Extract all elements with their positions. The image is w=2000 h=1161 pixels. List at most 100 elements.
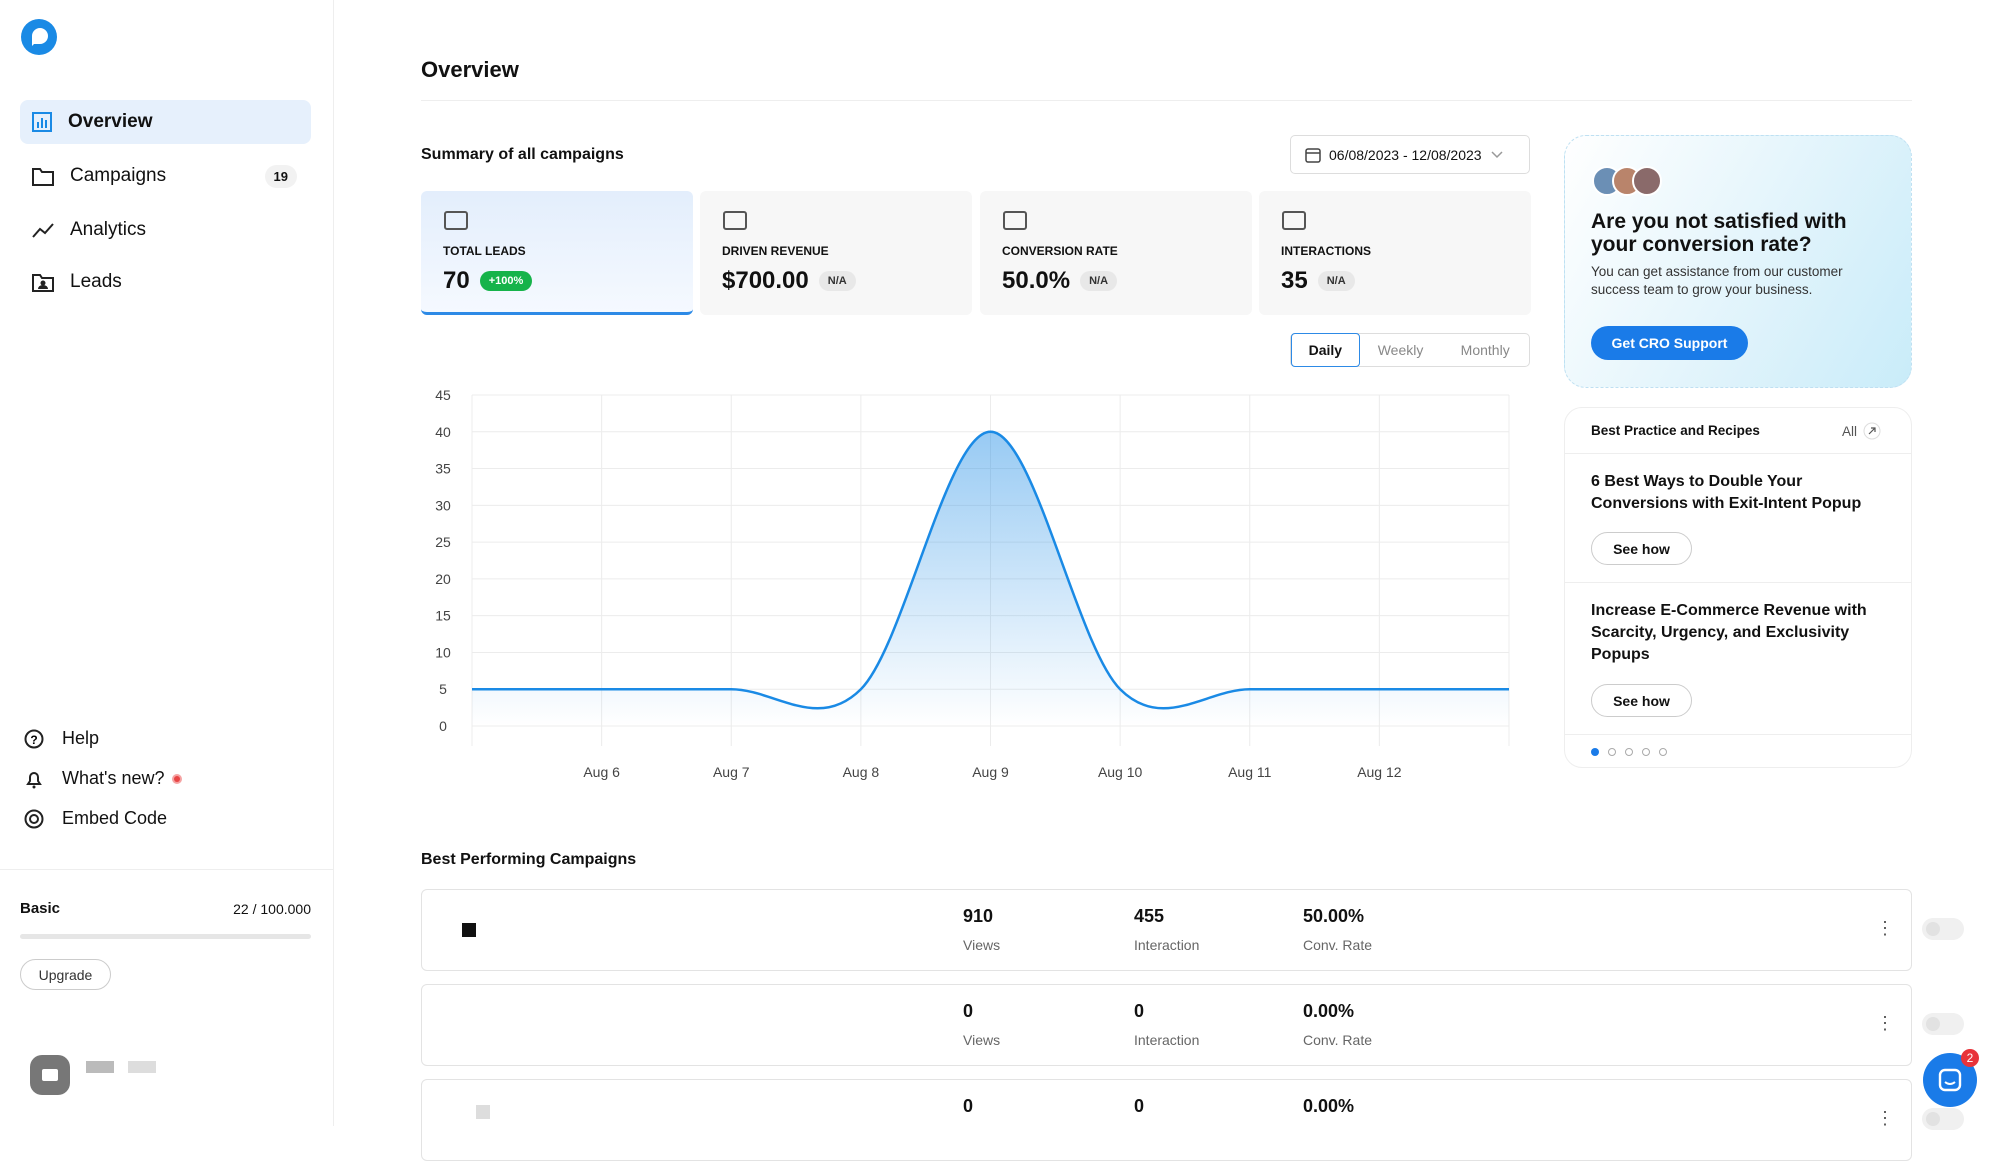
stat-value: 35 — [1281, 267, 1308, 294]
y-tick-label: 45 — [435, 387, 451, 403]
see-how-button[interactable]: See how — [1591, 532, 1692, 565]
tab[interactable]: Weekly — [1377, 342, 1424, 358]
x-tick-label: Aug 8 — [843, 764, 880, 780]
stat-value-box: 70 +100% — [443, 267, 533, 295]
x-tick-label: Aug 6 — [583, 764, 620, 780]
status-toggle[interactable] — [1922, 1108, 1964, 1130]
status-toggle[interactable] — [1922, 1013, 1964, 1035]
metric-value: 0.00% — [1303, 1096, 1355, 1116]
stat-change: N/A — [1080, 271, 1118, 291]
whats-new-link[interactable]: What's new? — [24, 768, 202, 789]
date-range: 06/08/2023 - 12/08/2023 — [1329, 146, 1482, 163]
stat-card: INTERACTIONS 35 N/A — [1259, 191, 1531, 315]
row-menu: ⋮ — [1876, 918, 1894, 938]
stat-change: +100% — [479, 271, 533, 291]
x-tick-label: Aug 7 — [713, 764, 750, 780]
metric-label: Conv. Rate — [1303, 1032, 1372, 1048]
all-label: All — [1841, 423, 1857, 439]
stat-label: CONVERSION RATE — [1002, 244, 1118, 258]
campaign-row: 0 0 0.00% ⋮ — [421, 1079, 1964, 1161]
stat-label: DRIVEN REVENUE — [722, 244, 829, 258]
metric-label: Conv. Rate — [1303, 937, 1372, 953]
metric-value: 455 — [1134, 906, 1165, 926]
page-title: Overview — [421, 57, 519, 82]
stat-card: TOTAL LEADS 70 +100% — [421, 191, 693, 315]
y-tick-label: 5 — [439, 681, 447, 697]
promo-button[interactable]: Get CRO Support — [1591, 326, 1748, 360]
metric-label: Views — [963, 1032, 1001, 1048]
stat-icon — [1003, 211, 1027, 230]
stat-card: CONVERSION RATE 50.0% N/A — [980, 191, 1252, 315]
y-tick-label: 0 — [439, 718, 447, 734]
date-picker[interactable]: 06/08/2023 - 12/08/2023 — [1290, 135, 1530, 174]
usage-bar — [20, 934, 311, 939]
recipe-title: Increase E-Commerce Revenue with Scarcit… — [1591, 602, 1867, 663]
row-menu: ⋮ — [1876, 1108, 1894, 1128]
link-label: Help — [62, 728, 100, 748]
plan-name: Basic — [20, 900, 61, 917]
metric-value: 0 — [1134, 1001, 1145, 1021]
recipes-card: Best Practice and Recipes All 6 Best Way… — [1564, 407, 1912, 768]
line-area — [472, 431, 1509, 726]
stat-value-box: 50.0% N/A — [1002, 267, 1118, 295]
status-toggle[interactable] — [1922, 918, 1964, 940]
metric-value: 910 — [963, 906, 994, 926]
nav-label: Leads — [70, 271, 122, 292]
stat-value: $700.00 — [722, 267, 809, 294]
nav-item[interactable]: Overview — [20, 100, 311, 144]
metric-value: 50.00% — [1303, 906, 1365, 926]
stat-change: N/A — [1317, 271, 1355, 291]
see-how-button[interactable]: See how — [1591, 684, 1692, 717]
stat-value: 50.0% — [1002, 267, 1071, 294]
stat-label: INTERACTIONS — [1281, 244, 1371, 258]
metric-value: 0.00% — [1303, 1001, 1355, 1021]
y-tick-label: 25 — [435, 534, 451, 550]
x-tick-label: Aug 12 — [1357, 764, 1402, 780]
nav-label: Analytics — [70, 219, 147, 240]
divider — [0, 869, 334, 870]
nav-item[interactable]: Leads — [20, 260, 311, 304]
metric-value: 0 — [1134, 1096, 1145, 1116]
divider — [421, 100, 1912, 101]
plan-usage: 22 / 100.000 — [233, 901, 311, 917]
svg-text:?: ? — [30, 733, 37, 747]
nav-item[interactable]: Analytics — [20, 208, 311, 252]
stat-icon — [444, 211, 468, 230]
campaign-icon — [476, 1105, 490, 1119]
divider — [1565, 453, 1911, 454]
row-menu: ⋮ — [1876, 1013, 1894, 1033]
tab[interactable]: Daily — [1291, 333, 1360, 367]
chat-badge: 2 — [1961, 1049, 1979, 1067]
divider — [1565, 582, 1911, 583]
section-title: Best Performing Campaigns — [421, 851, 637, 868]
nav-item[interactable]: Campaigns 19 — [20, 154, 311, 198]
help-link[interactable]: ? Help — [24, 728, 99, 749]
nav-label: Overview — [68, 111, 153, 132]
stat-value-box: $700.00 N/A — [722, 267, 856, 295]
sidebar: Overview Campaigns 19 Analytics Leads ? He… — [0, 0, 334, 1126]
new-dot — [172, 773, 183, 784]
campaign-row: 0 Views 0 Interaction 0.00% Conv. Rate ⋮ — [421, 984, 1964, 1066]
x-tick-label: Aug 9 — [972, 764, 1009, 780]
stat-icon — [1282, 211, 1306, 230]
campaign-row: 910 Views 455 Interaction 50.00% Conv. Rate ⋮ — [421, 889, 1964, 971]
divider — [1565, 734, 1911, 735]
x-tick-label: Aug 11 — [1228, 764, 1272, 780]
stat-value-box: 35 N/A — [1281, 267, 1355, 295]
metric-value: 0 — [963, 1096, 974, 1116]
chat-button[interactable]: 2 — [1923, 1049, 1979, 1107]
embed-link[interactable]: Embed Code — [24, 808, 167, 829]
promo-title: Are you not satisfied with your conversi… — [1591, 210, 1847, 256]
line-series — [472, 430, 1509, 710]
all-link[interactable]: All — [1842, 422, 1881, 440]
y-tick-label: 40 — [435, 424, 451, 440]
logo — [21, 19, 57, 55]
nav-badge: 19 — [264, 164, 297, 188]
recipes-title: Best Practice and Recipes — [1591, 423, 1760, 438]
tab[interactable]: Monthly — [1460, 342, 1510, 358]
user-avatar — [30, 1055, 156, 1095]
upgrade-button[interactable]: Upgrade — [20, 959, 111, 990]
y-tick-label: 30 — [435, 497, 451, 513]
stat-value: 70 — [443, 267, 470, 294]
